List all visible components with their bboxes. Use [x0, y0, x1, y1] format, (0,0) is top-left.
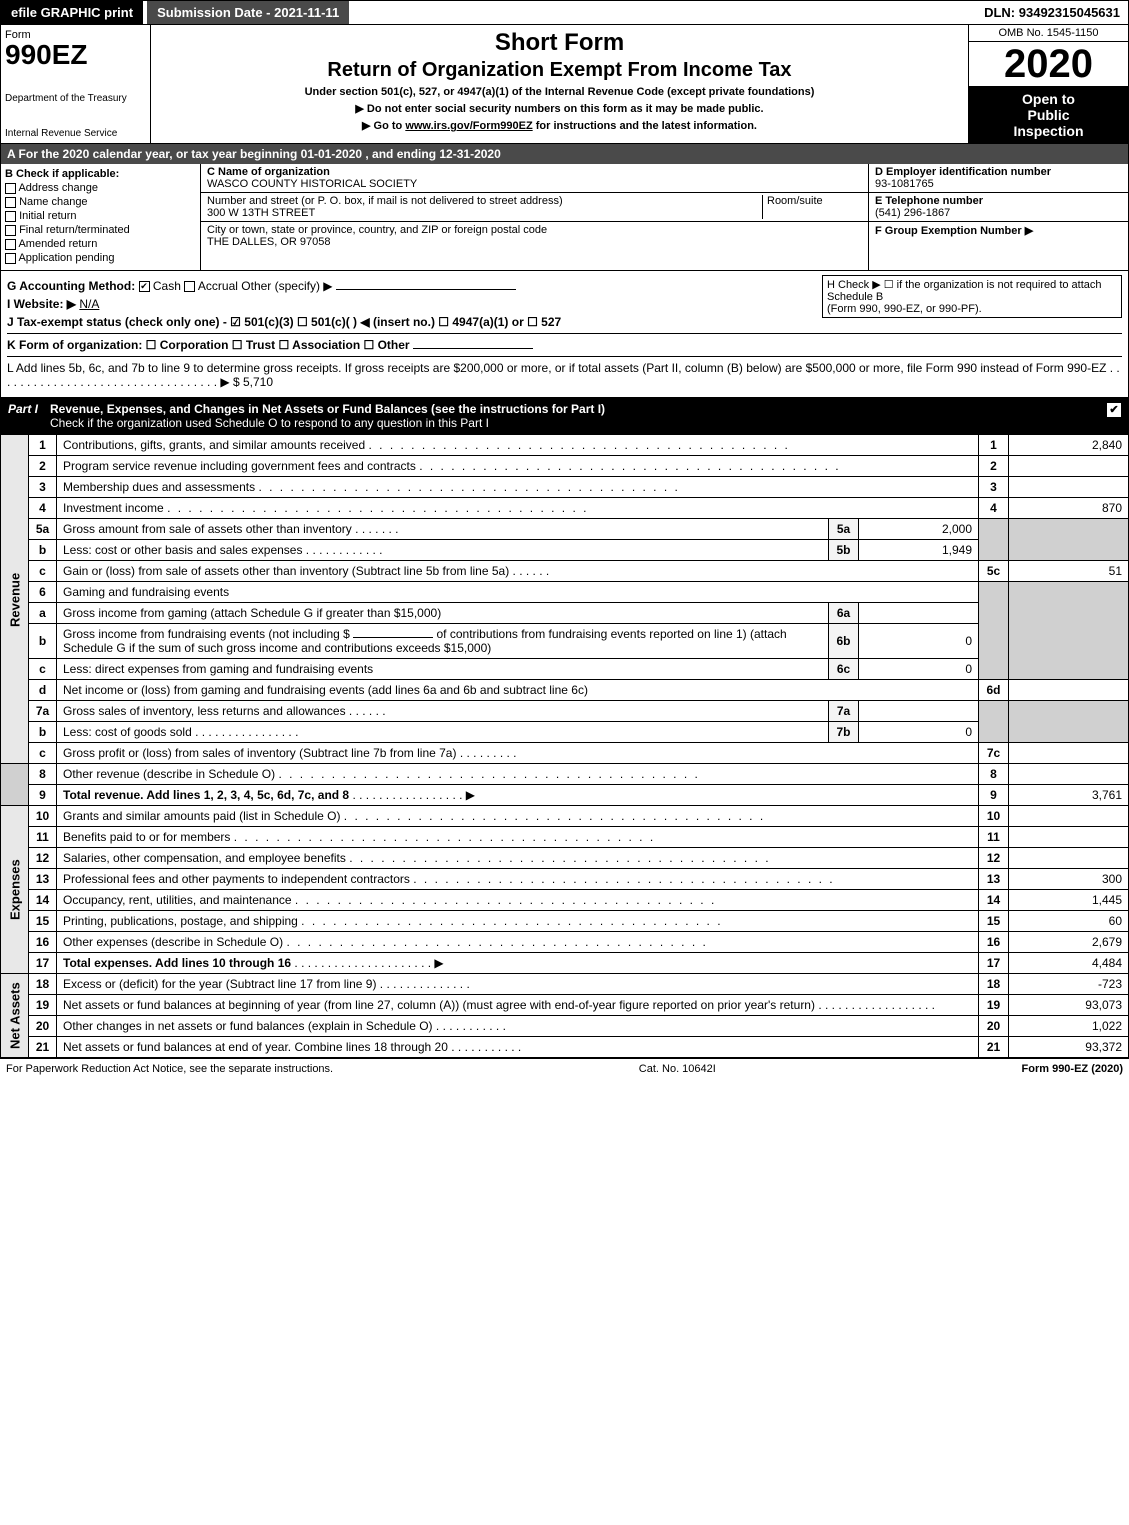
line15-value: 60	[1009, 911, 1129, 932]
header-right: OMB No. 1545-1150 2020 Open toPublicInsp…	[968, 25, 1128, 143]
chk-accrual[interactable]	[184, 281, 195, 292]
line21-value: 93,372	[1009, 1037, 1129, 1058]
h-box: H Check ▶ ☐ if the organization is not r…	[822, 275, 1122, 318]
irs-label: Internal Revenue Service	[5, 128, 146, 139]
part-1-header: Part I Revenue, Expenses, and Changes in…	[0, 398, 1129, 434]
omb-number: OMB No. 1545-1150	[969, 25, 1128, 42]
paperwork-notice: For Paperwork Reduction Act Notice, see …	[6, 1063, 333, 1075]
line18-value: -723	[1009, 974, 1129, 995]
org-city: THE DALLES, OR 97058	[207, 236, 331, 248]
line13-value: 300	[1009, 869, 1129, 890]
chk-final-return[interactable]: Final return/terminated	[5, 224, 196, 236]
line5b-value: 1,949	[859, 540, 979, 561]
part1-table: Revenue 1 Contributions, gifts, grants, …	[0, 434, 1129, 1058]
line14-value: 1,445	[1009, 890, 1129, 911]
chk-address-change[interactable]: Address change	[5, 182, 196, 194]
dln: DLN: 93492315045631	[984, 5, 1128, 20]
dept-treasury: Department of the Treasury	[5, 93, 146, 104]
section-b-c-d-e-f: B Check if applicable: Address change Na…	[0, 164, 1129, 271]
netassets-section-label: Net Assets	[1, 974, 29, 1058]
c-name-label: C Name of organization	[207, 166, 330, 178]
part1-schedule-o-checkbox[interactable]: ✔	[1107, 403, 1121, 417]
page-footer: For Paperwork Reduction Act Notice, see …	[0, 1058, 1129, 1079]
form-number: 990EZ	[5, 41, 146, 69]
c-city-label: City or town, state or province, country…	[207, 224, 547, 236]
chk-amended-return[interactable]: Amended return	[5, 238, 196, 250]
k-other-blank[interactable]	[413, 348, 533, 349]
line6b-value: 0	[859, 624, 979, 659]
line7b-value: 0	[859, 722, 979, 743]
topbar: efile GRAPHIC print Submission Date - 20…	[0, 0, 1129, 25]
subtitle: Under section 501(c), 527, or 4947(a)(1)…	[159, 86, 960, 98]
warn-ssn: ▶ Do not enter social security numbers o…	[159, 102, 960, 115]
l-gross-receipts: L Add lines 5b, 6c, and 7b to line 9 to …	[7, 356, 1122, 389]
title-return: Return of Organization Exempt From Incom…	[159, 59, 960, 82]
line5a-value: 2,000	[859, 519, 979, 540]
line16-value: 2,679	[1009, 932, 1129, 953]
ein: 93-1081765	[875, 178, 934, 190]
header-center: Short Form Return of Organization Exempt…	[151, 25, 968, 143]
title-short-form: Short Form	[159, 29, 960, 57]
phone: (541) 296-1867	[875, 207, 950, 219]
submission-date-label: Submission Date - 2021-11-11	[147, 1, 349, 24]
header-left: Form 990EZ Department of the Treasury In…	[1, 25, 151, 143]
line1-value: 2,840	[1009, 435, 1129, 456]
org-street: 300 W 13TH STREET	[207, 207, 315, 219]
irs-link[interactable]: www.irs.gov/Form990EZ	[405, 120, 532, 132]
open-to-public: Open toPublicInspection	[969, 87, 1128, 143]
tax-year: 2020	[969, 42, 1128, 87]
line19-value: 93,073	[1009, 995, 1129, 1016]
d-ein-label: D Employer identification number	[875, 166, 1051, 178]
room-suite-label: Room/suite	[762, 195, 862, 219]
chk-initial-return[interactable]: Initial return	[5, 210, 196, 222]
line9-total-revenue: 3,761	[1009, 785, 1129, 806]
org-name: WASCO COUNTY HISTORICAL SOCIETY	[207, 178, 417, 190]
section-g-h-i-j-k-l: H Check ▶ ☐ if the organization is not r…	[0, 271, 1129, 398]
section-d-e-f: D Employer identification number 93-1081…	[868, 164, 1128, 270]
accounting-other-blank[interactable]	[336, 289, 516, 290]
f-group-exemption-label: F Group Exemption Number ▶	[875, 225, 1033, 237]
e-phone-label: E Telephone number	[875, 195, 983, 207]
line6c-value: 0	[859, 659, 979, 680]
line17-total-expenses: 4,484	[1009, 953, 1129, 974]
line20-value: 1,022	[1009, 1016, 1129, 1037]
chk-cash[interactable]	[139, 281, 150, 292]
line5c-value: 51	[1009, 561, 1129, 582]
section-c: C Name of organization WASCO COUNTY HIST…	[201, 164, 868, 270]
row-a-tax-year: A For the 2020 calendar year, or tax yea…	[0, 144, 1129, 164]
k-form-of-org: K Form of organization: ☐ Corporation ☐ …	[7, 333, 1122, 352]
efile-print-button[interactable]: efile GRAPHIC print	[1, 1, 143, 24]
c-addr-label: Number and street (or P. O. box, if mail…	[207, 195, 563, 207]
warn-goto: ▶ Go to www.irs.gov/Form990EZ for instru…	[159, 119, 960, 132]
revenue-section-label: Revenue	[1, 435, 29, 764]
section-b: B Check if applicable: Address change Na…	[1, 164, 201, 270]
chk-application-pending[interactable]: Application pending	[5, 252, 196, 264]
form-header: Form 990EZ Department of the Treasury In…	[0, 25, 1129, 144]
line4-value: 870	[1009, 498, 1129, 519]
form-rev: Form 990-EZ (2020)	[1022, 1063, 1123, 1075]
chk-name-change[interactable]: Name change	[5, 196, 196, 208]
cat-no: Cat. No. 10642I	[639, 1063, 716, 1075]
expenses-section-label: Expenses	[1, 806, 29, 974]
